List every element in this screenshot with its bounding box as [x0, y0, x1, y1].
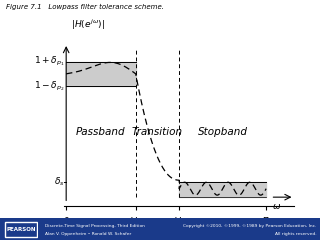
Text: $\delta_s$: $\delta_s$: [54, 175, 65, 188]
Text: Figure 7.1   Lowpass filter tolerance scheme.: Figure 7.1 Lowpass filter tolerance sche…: [6, 4, 164, 10]
Text: Stopband: Stopband: [198, 127, 248, 138]
Text: $1 - \delta_{p_2}$: $1 - \delta_{p_2}$: [35, 80, 65, 93]
Text: $1 + \delta_{p_1}$: $1 + \delta_{p_1}$: [35, 55, 65, 68]
Text: $|H(e^{j\omega})|$: $|H(e^{j\omega})|$: [71, 17, 105, 32]
Text: Alan V. Oppenheim • Ronald W. Schafer: Alan V. Oppenheim • Ronald W. Schafer: [45, 232, 131, 235]
Text: Transition: Transition: [132, 127, 183, 138]
Text: All rights reserved.: All rights reserved.: [275, 232, 317, 235]
Text: Discrete-Time Signal Processing, Third Edition: Discrete-Time Signal Processing, Third E…: [45, 224, 145, 228]
Text: PEARSON: PEARSON: [6, 227, 36, 232]
Text: Copyright ©2010, ©1999, ©1989 by Pearson Education, Inc.: Copyright ©2010, ©1999, ©1989 by Pearson…: [183, 224, 317, 228]
Text: $\omega$: $\omega$: [272, 202, 282, 210]
Text: Passband: Passband: [76, 127, 126, 138]
